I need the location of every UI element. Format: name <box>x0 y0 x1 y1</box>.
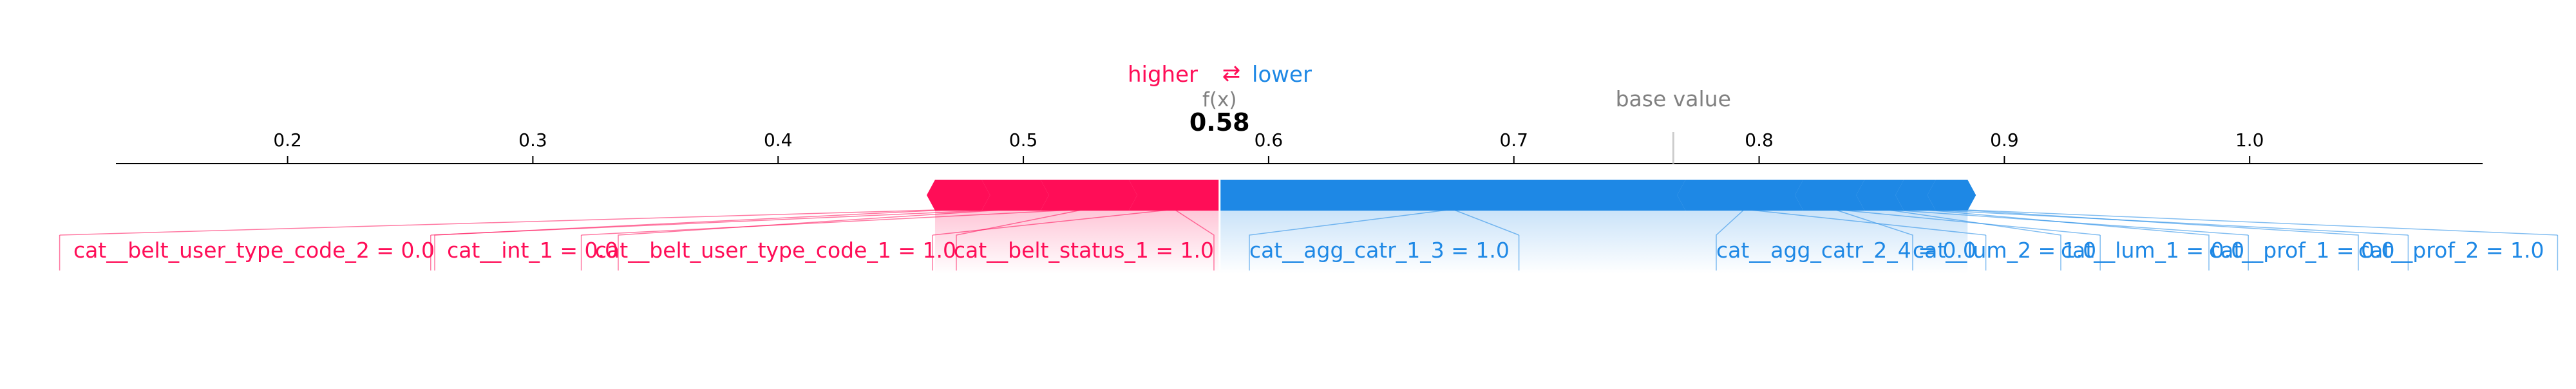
positive-connector-0 <box>1173 209 1215 270</box>
label-connectors <box>59 209 2559 270</box>
legend-arrow-icon: ⇄ <box>1222 61 1241 86</box>
positive-bar-0 <box>1128 180 1220 211</box>
negative-connector-right-5 <box>1951 209 2558 236</box>
fx-label: f(x) <box>1202 88 1236 111</box>
legend-lower: lower <box>1252 62 1312 88</box>
positive-connector-left-1 <box>581 209 1085 236</box>
positive-feature-label-0: cat__belt_status_1 = 1.0 <box>954 238 1214 263</box>
x-tick-label-0: 0.2 <box>273 129 302 151</box>
negative-connector-1 <box>1716 209 1745 270</box>
contribution-bars <box>926 180 1976 211</box>
x-tick-label-2: 0.4 <box>764 129 793 151</box>
negative-bar-1 <box>1677 180 1804 211</box>
negative-feature-label-3: cat__lum_1 = 0.0 <box>2061 238 2244 263</box>
positive-connector-3 <box>434 209 959 270</box>
negative-feature-label-4: cat__prof_1 = 0.0 <box>2209 238 2395 263</box>
negative-bar-5 <box>1927 180 1976 211</box>
negative-feature-label-2: cat__lum_2 = 1.0 <box>1913 238 2096 263</box>
negative-connector-right-2 <box>1833 209 2101 236</box>
negative-bar-4 <box>1895 180 1936 211</box>
positive-feature-label-3: cat__belt_user_type_code_2 = 0.0 <box>73 238 435 263</box>
negative-bar-3 <box>1856 180 1904 211</box>
negative-connector-right-4 <box>1919 209 2409 236</box>
x-tick-label-3: 0.5 <box>1009 129 1038 151</box>
positive-feature-label-1: cat__belt_user_type_code_1 = 1.0 <box>595 238 956 263</box>
positive-connector-1 <box>956 209 1085 270</box>
negative-feature-label-1: cat__agg_catr_2_4 = 0.0 <box>1716 238 1976 263</box>
x-axis: 0.2 0.3 0.4 0.5 0.6 0.7 0.8 0.9 1.0 <box>116 129 2483 164</box>
legend-higher: higher <box>1128 62 1198 88</box>
x-tick-label-4: 0.6 <box>1255 129 1283 151</box>
negative-connector-right-1 <box>1744 209 1986 236</box>
positive-bar-1 <box>1040 180 1137 211</box>
fx-value: 0.58 <box>1189 108 1250 137</box>
positive-bar-2 <box>981 180 1049 211</box>
negative-connector-5 <box>1951 209 2359 270</box>
negative-bar-0 <box>1219 180 1686 211</box>
x-tick-label-5: 0.7 <box>1499 129 1528 151</box>
negative-bar-2 <box>1795 180 1865 211</box>
negative-feature-label-0: cat__agg_catr_1_3 = 1.0 <box>1249 238 1510 263</box>
positive-connector-2 <box>618 209 1012 270</box>
positive-connector-left-3 <box>59 209 959 236</box>
x-tick-label-8: 1.0 <box>2235 129 2264 151</box>
negative-connector-right-0 <box>1452 209 1519 236</box>
x-tick-label-1: 0.3 <box>518 129 547 151</box>
feature-labels: cat__belt_status_1 = 1.0cat__belt_user_t… <box>73 238 2544 263</box>
positive-connector-left-0 <box>933 209 1175 236</box>
negative-connector-0 <box>1249 209 1453 270</box>
negative-feature-label-5: cat__prof_2 = 1.0 <box>2358 238 2544 263</box>
x-tick-label-7: 0.9 <box>1990 129 2019 151</box>
negative-connector-2 <box>1833 209 1913 270</box>
base-value-label: base value <box>1616 86 1731 111</box>
x-tick-label-6: 0.8 <box>1745 129 1774 151</box>
positive-bar-3 <box>926 180 990 211</box>
negative-connector-3 <box>1884 209 2061 270</box>
negative-connector-4 <box>1919 209 2210 270</box>
header-annotations: higher ⇄ lower base value f(x)0.58 <box>1128 61 1731 270</box>
positive-feature-label-2: cat__int_1 = 0.0 <box>447 238 618 263</box>
